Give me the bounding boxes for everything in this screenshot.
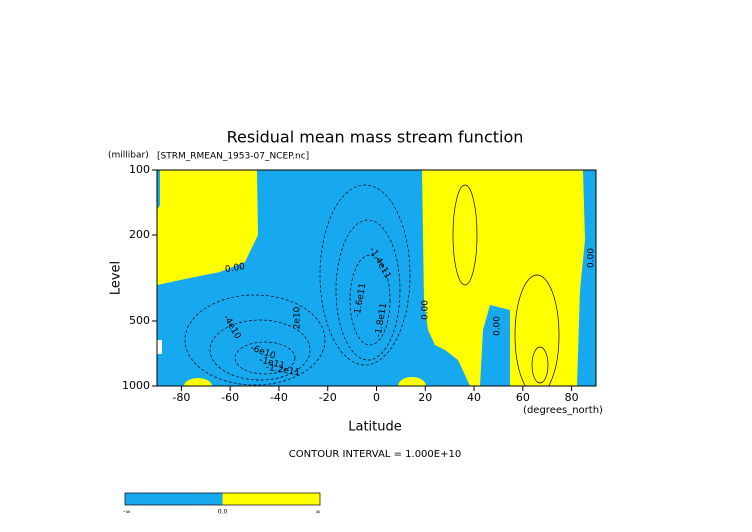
colorbar-label: ∞	[316, 509, 321, 516]
x-unit: (degrees_north)	[523, 405, 603, 416]
contour-interval: CONTOUR INTERVAL = 1.000E+10	[289, 449, 461, 460]
y-tick-label: 200	[129, 228, 150, 241]
x-axis-label: Latitude	[348, 420, 402, 435]
x-tick-label: -40	[270, 391, 288, 404]
positive-region	[422, 170, 585, 386]
x-tick-label: 80	[565, 391, 579, 404]
x-tick-label: -60	[221, 391, 239, 404]
y-tick-label: 1000	[122, 379, 150, 392]
y-tick-label: 500	[129, 314, 150, 327]
negative-contours	[184, 184, 411, 386]
y-tick-label: 100	[129, 163, 150, 176]
x-tick-label: 40	[467, 391, 481, 404]
x-tick-label: 60	[516, 391, 530, 404]
contour-fill	[157, 170, 585, 386]
contour-label: 0.00	[493, 316, 503, 336]
y-axis-label: Level	[109, 261, 124, 295]
x-tick-label: -80	[172, 391, 190, 404]
colorbar-frame	[124, 492, 321, 506]
positive-region	[157, 170, 258, 285]
colorbar-label: 0.0	[218, 509, 228, 516]
contour-label: 0.00	[421, 300, 431, 320]
chart-title: Residual mean mass stream function	[227, 128, 524, 147]
colorbar-positive	[222, 493, 320, 505]
x-tick-label: -20	[319, 391, 337, 404]
subtitle: [STRM_RMEAN_1953-07_NCEP.nc]	[157, 152, 309, 162]
y-unit: (millibar)	[108, 151, 149, 161]
colorbar-negative	[125, 493, 223, 505]
contour-label: 2e10	[293, 306, 303, 329]
positive-region	[398, 377, 426, 386]
x-tick-label: 0	[373, 391, 380, 404]
missing-data	[157, 340, 162, 354]
contour-label: 0.00	[224, 262, 246, 275]
colorbar-label: -∞	[123, 509, 130, 516]
contour-label: 0.00	[587, 248, 597, 268]
positive-region	[184, 378, 212, 386]
x-tick-label: 20	[418, 391, 432, 404]
positive-contours	[452, 184, 560, 386]
